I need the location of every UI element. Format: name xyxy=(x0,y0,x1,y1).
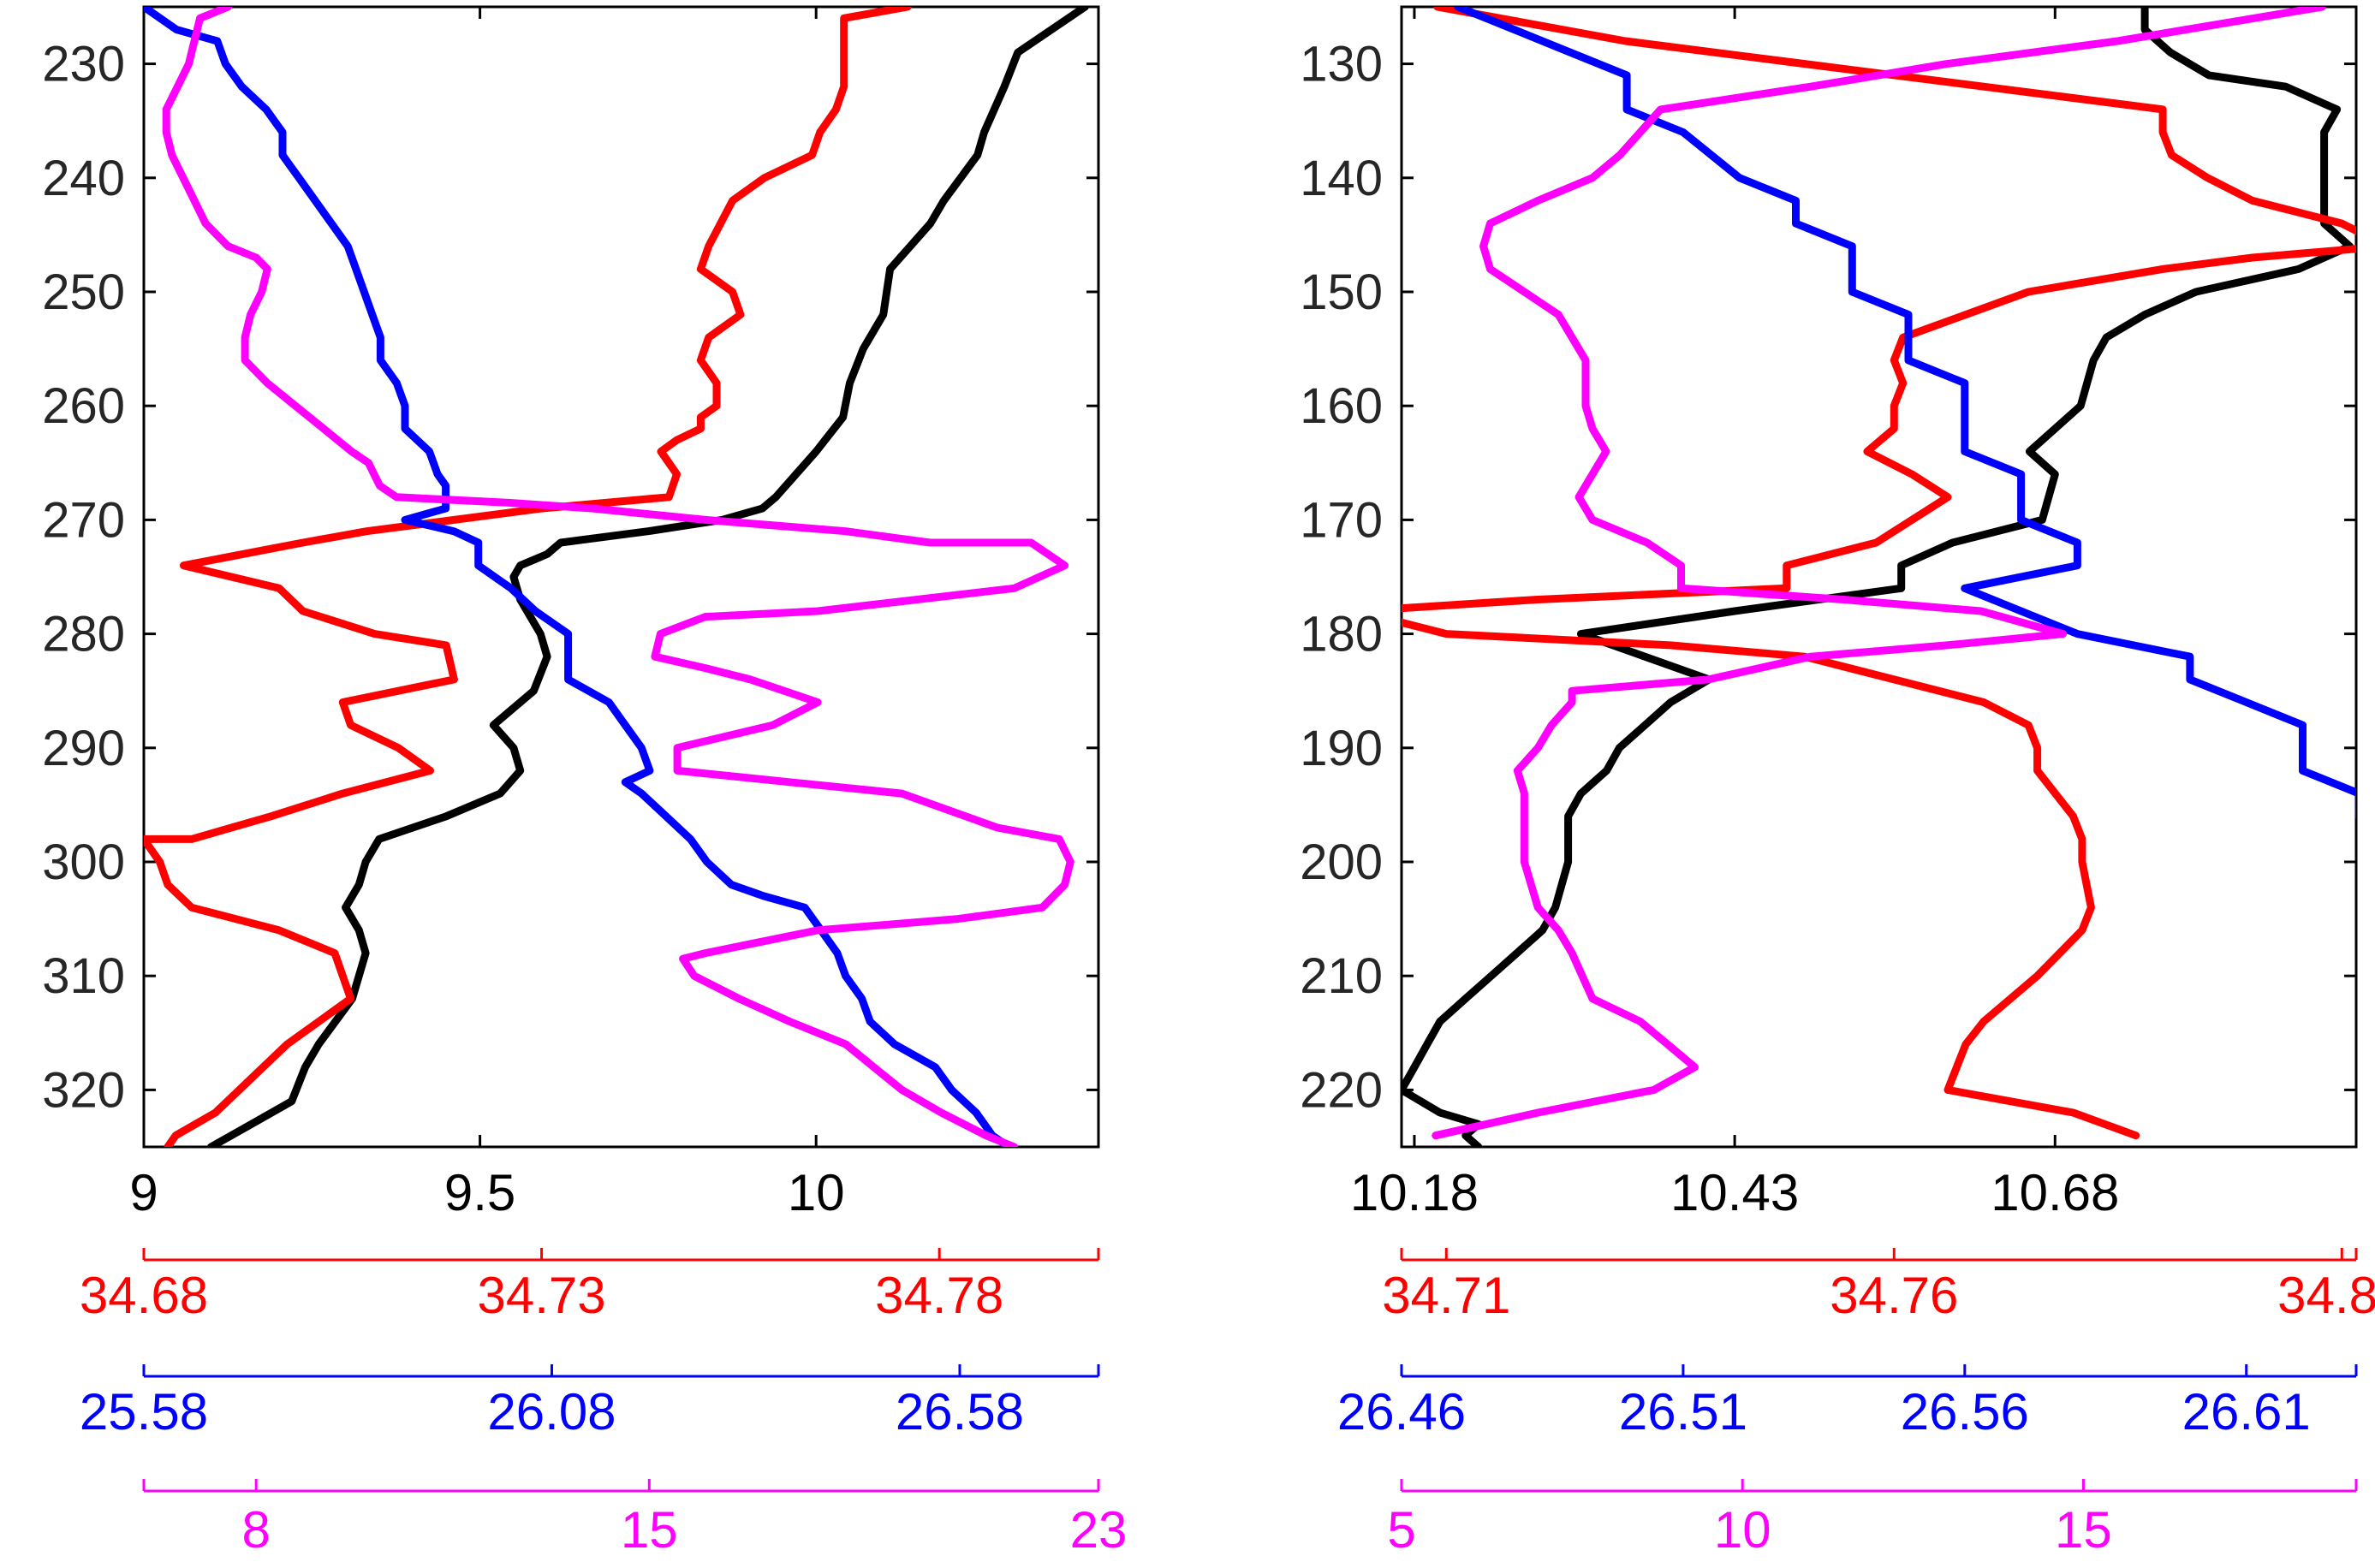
secondary-x-tick-label: 15 xyxy=(621,1501,678,1559)
secondary-x-tick-label: 34.71 xyxy=(1382,1267,1510,1324)
x-tick-label: 10.43 xyxy=(1670,1164,1799,1221)
y-tick-label: 280 xyxy=(42,607,125,662)
right-chart: 130 140 150 160 170 180 190 200 210 220 10.18 10.43… xyxy=(1300,7,2375,1559)
secondary-x-tick-label: 23 xyxy=(1070,1501,1128,1559)
secondary-x-tick-label: 26.46 xyxy=(1337,1383,1466,1440)
y-tick-label: 230 xyxy=(42,37,125,92)
x-tick-label: 10.68 xyxy=(1991,1164,2119,1221)
secondary-x-tick-label: 34.76 xyxy=(1830,1267,1958,1324)
y-tick-label: 180 xyxy=(1300,607,1383,662)
y-tick-label: 320 xyxy=(42,1062,125,1118)
y-tick-label: 150 xyxy=(1300,264,1383,320)
y-tick-label: 170 xyxy=(1300,492,1383,548)
secondary-x-tick-label: 34.73 xyxy=(478,1267,606,1324)
series-line xyxy=(144,7,1009,1147)
y-tick-label: 160 xyxy=(1300,378,1383,434)
y-tick-label: 140 xyxy=(1300,151,1383,206)
secondary-x-tick-label: 34.68 xyxy=(80,1267,208,1324)
x-tick-label: 10.18 xyxy=(1350,1164,1479,1221)
x-tick-label: 10 xyxy=(788,1164,845,1221)
y-tick-label: 200 xyxy=(1300,834,1383,890)
y-tick-label: 270 xyxy=(42,492,125,548)
secondary-x-tick-label: 26.51 xyxy=(1619,1383,1747,1440)
series-line xyxy=(144,7,908,1147)
y-tick-label: 250 xyxy=(42,264,125,320)
series-line xyxy=(1357,7,2375,1136)
plot-frame xyxy=(144,7,1098,1147)
secondary-x-tick-label: 10 xyxy=(1714,1501,1771,1559)
series-line xyxy=(1436,7,2322,1136)
secondary-x-tick-label: 15 xyxy=(2055,1501,2112,1559)
y-tick-label: 130 xyxy=(1300,37,1383,92)
secondary-x-tick-label: 26.08 xyxy=(487,1383,616,1440)
y-tick-label: 190 xyxy=(1300,721,1383,776)
y-tick-label: 240 xyxy=(42,151,125,206)
x-tick-label: 9.5 xyxy=(444,1164,515,1221)
x-tick-label: 9 xyxy=(129,1164,158,1221)
secondary-x-tick-label: 25.58 xyxy=(80,1383,208,1440)
secondary-x-tick-label: 26.61 xyxy=(2182,1383,2311,1440)
secondary-x-tick-label: 26.56 xyxy=(1901,1383,2029,1440)
y-tick-label: 260 xyxy=(42,378,125,434)
secondary-x-tick-label: 34.81 xyxy=(2277,1267,2375,1324)
y-tick-label: 310 xyxy=(42,948,125,1004)
y-tick-label: 220 xyxy=(1300,1062,1383,1118)
secondary-x-tick-label: 34.78 xyxy=(875,1267,1003,1324)
y-tick-label: 210 xyxy=(1300,948,1383,1004)
secondary-x-tick-label: 26.58 xyxy=(896,1383,1024,1440)
y-tick-label: 290 xyxy=(42,721,125,776)
secondary-x-tick-label: 5 xyxy=(1387,1501,1415,1559)
secondary-x-tick-label: 8 xyxy=(241,1501,270,1559)
y-tick-label: 300 xyxy=(42,834,125,890)
